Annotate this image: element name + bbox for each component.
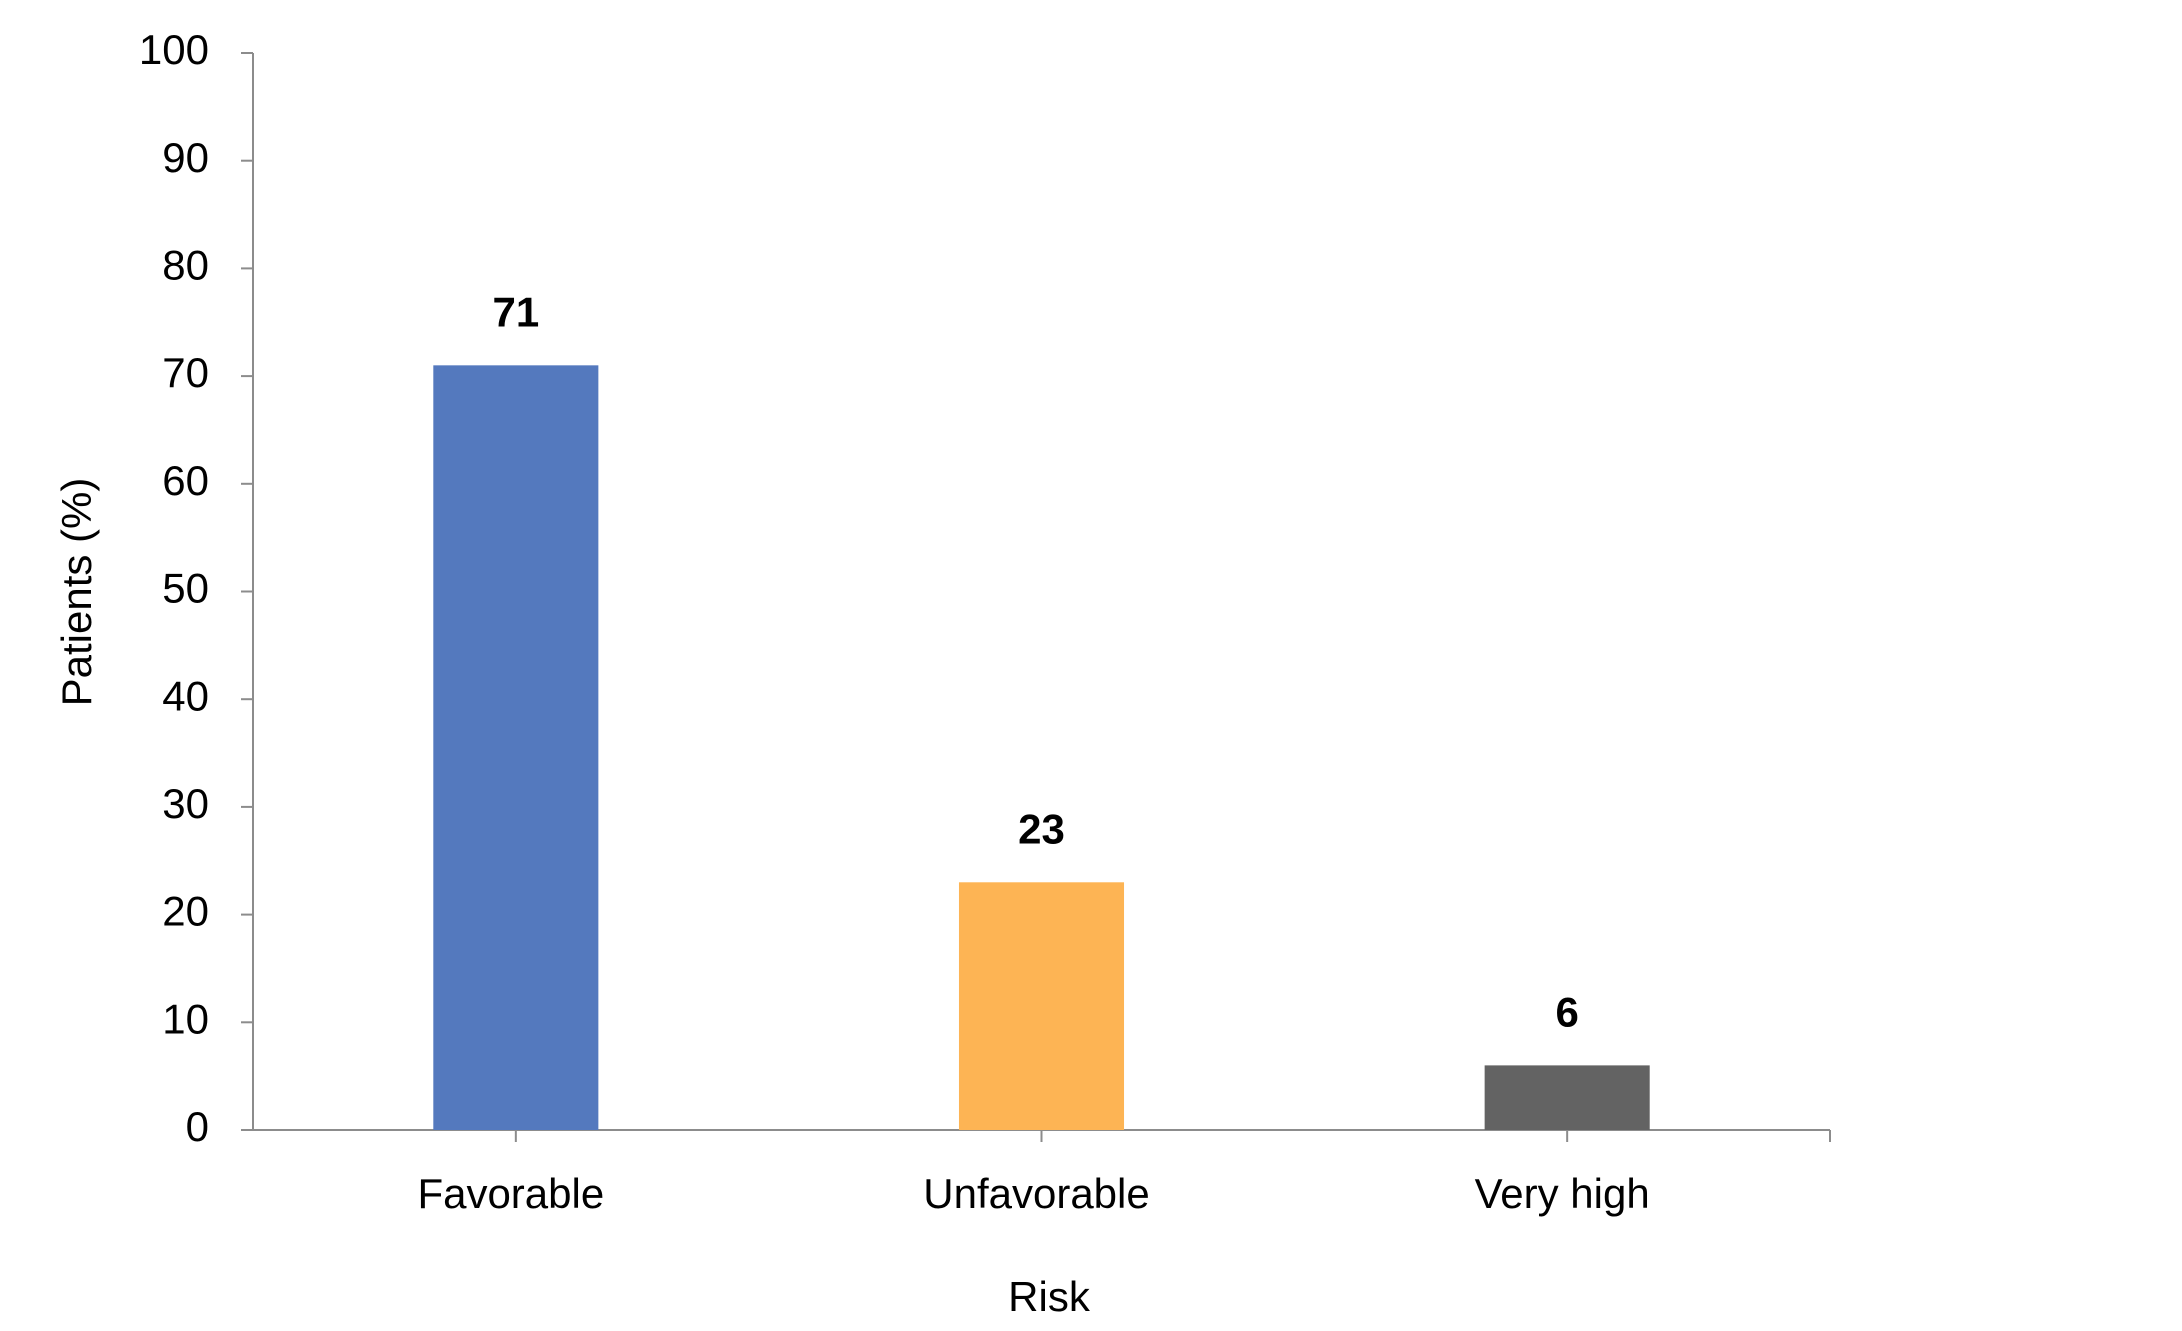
value-label: 71: [492, 288, 539, 335]
y-tick-label: 60: [162, 457, 209, 504]
y-tick-label: 0: [186, 1103, 209, 1150]
bar: [1484, 1065, 1650, 1130]
y-axis-label: Patients (%): [53, 478, 100, 707]
y-tick-label: 80: [162, 241, 209, 288]
x-tick-label: Very high: [1475, 1170, 1650, 1217]
y-tick-label: 40: [162, 672, 209, 719]
x-tick-label: Unfavorable: [923, 1170, 1149, 1217]
value-label: 23: [1018, 805, 1065, 852]
x-axis-label: Risk: [1008, 1273, 1091, 1320]
y-tick-label: 90: [162, 134, 209, 181]
value-label: 6: [1555, 988, 1578, 1035]
y-tick-label: 50: [162, 565, 209, 612]
bar: [958, 882, 1125, 1130]
bar: [433, 365, 599, 1131]
y-tick-label: 10: [162, 995, 209, 1042]
x-tick-label: Favorable: [417, 1170, 604, 1217]
y-tick-label: 100: [139, 26, 209, 73]
y-tick-label: 70: [162, 349, 209, 396]
y-tick-label: 30: [162, 780, 209, 827]
y-tick-label: 20: [162, 888, 209, 935]
